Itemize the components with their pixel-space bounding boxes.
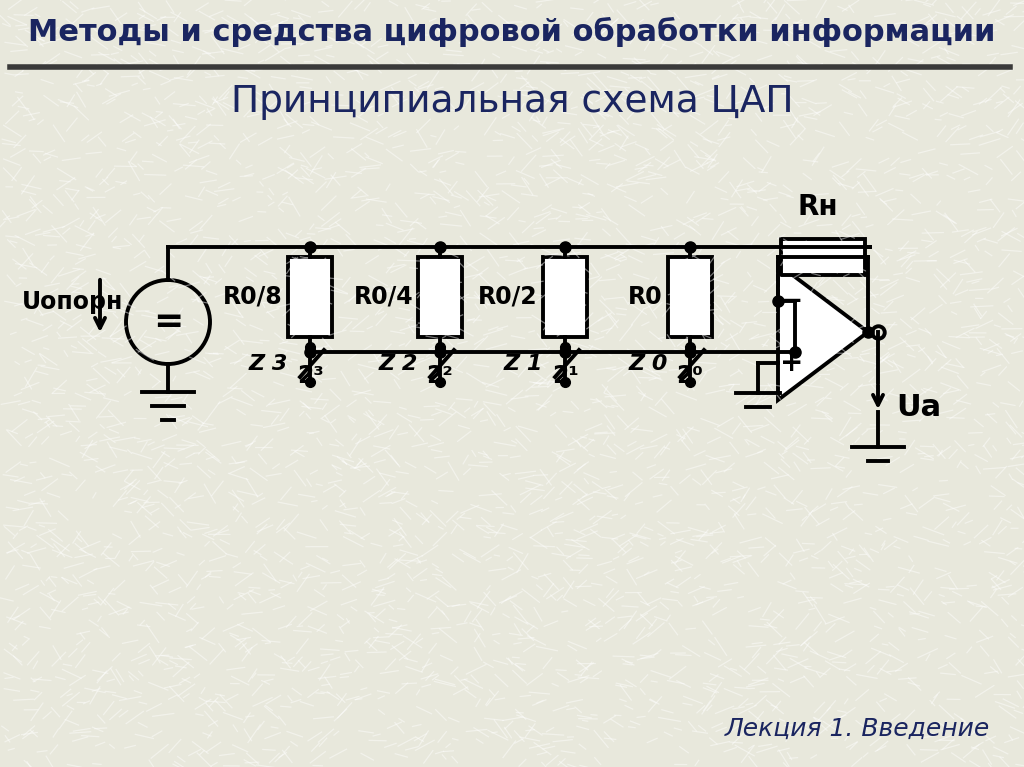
Text: Z 3: Z 3 [249, 354, 288, 374]
Text: R0/4: R0/4 [353, 285, 413, 309]
Text: +: + [780, 348, 804, 377]
Bar [668, 257, 712, 337]
Bar [781, 239, 865, 275]
Text: Лекция 1. Введение: Лекция 1. Введение [725, 717, 990, 741]
Text: Z 2: Z 2 [379, 354, 418, 374]
Bar [288, 257, 332, 337]
Bar [418, 257, 462, 337]
Bar [543, 257, 587, 337]
Text: 2¹: 2¹ [552, 364, 579, 388]
Text: R0/2: R0/2 [478, 285, 538, 309]
Text: Z 0: Z 0 [629, 354, 668, 374]
Text: 2²: 2² [427, 364, 454, 388]
Text: Ua: Ua [896, 393, 941, 422]
Circle shape [126, 280, 210, 364]
Text: Rн: Rн [798, 193, 839, 221]
Text: Методы и средства цифровой обработки информации: Методы и средства цифровой обработки инф… [29, 17, 995, 47]
Text: −: − [780, 288, 804, 315]
Text: R0: R0 [629, 285, 663, 309]
Text: Принципиальная схема ЦАП: Принципиальная схема ЦАП [230, 84, 794, 120]
Text: R0/8: R0/8 [223, 285, 283, 309]
Text: Z 1: Z 1 [504, 354, 543, 374]
Polygon shape [778, 264, 868, 400]
Text: 2³: 2³ [297, 364, 324, 388]
Text: =: = [153, 305, 183, 339]
Text: Uопорн: Uопорн [22, 290, 123, 314]
Text: 2⁰: 2⁰ [677, 364, 703, 388]
